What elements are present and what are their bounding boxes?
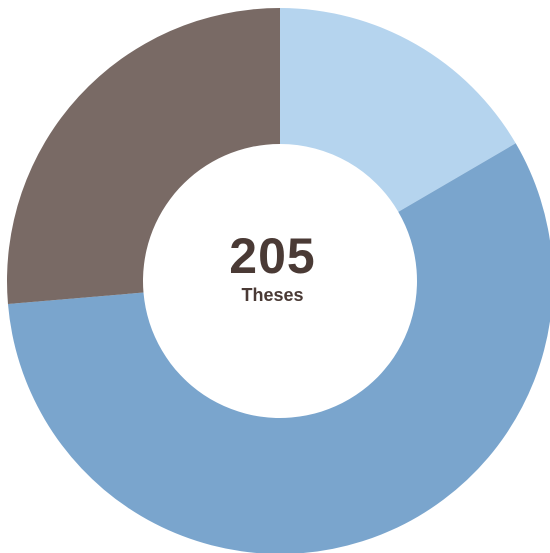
center-total-value: 205 (229, 228, 316, 284)
center-caption: Theses (241, 285, 304, 305)
center-label: 205 Theses (150, 230, 395, 306)
donut-slice-3 (6, 8, 280, 304)
donut-slice-1 (280, 8, 516, 212)
donut-slice-2 (7, 143, 550, 553)
